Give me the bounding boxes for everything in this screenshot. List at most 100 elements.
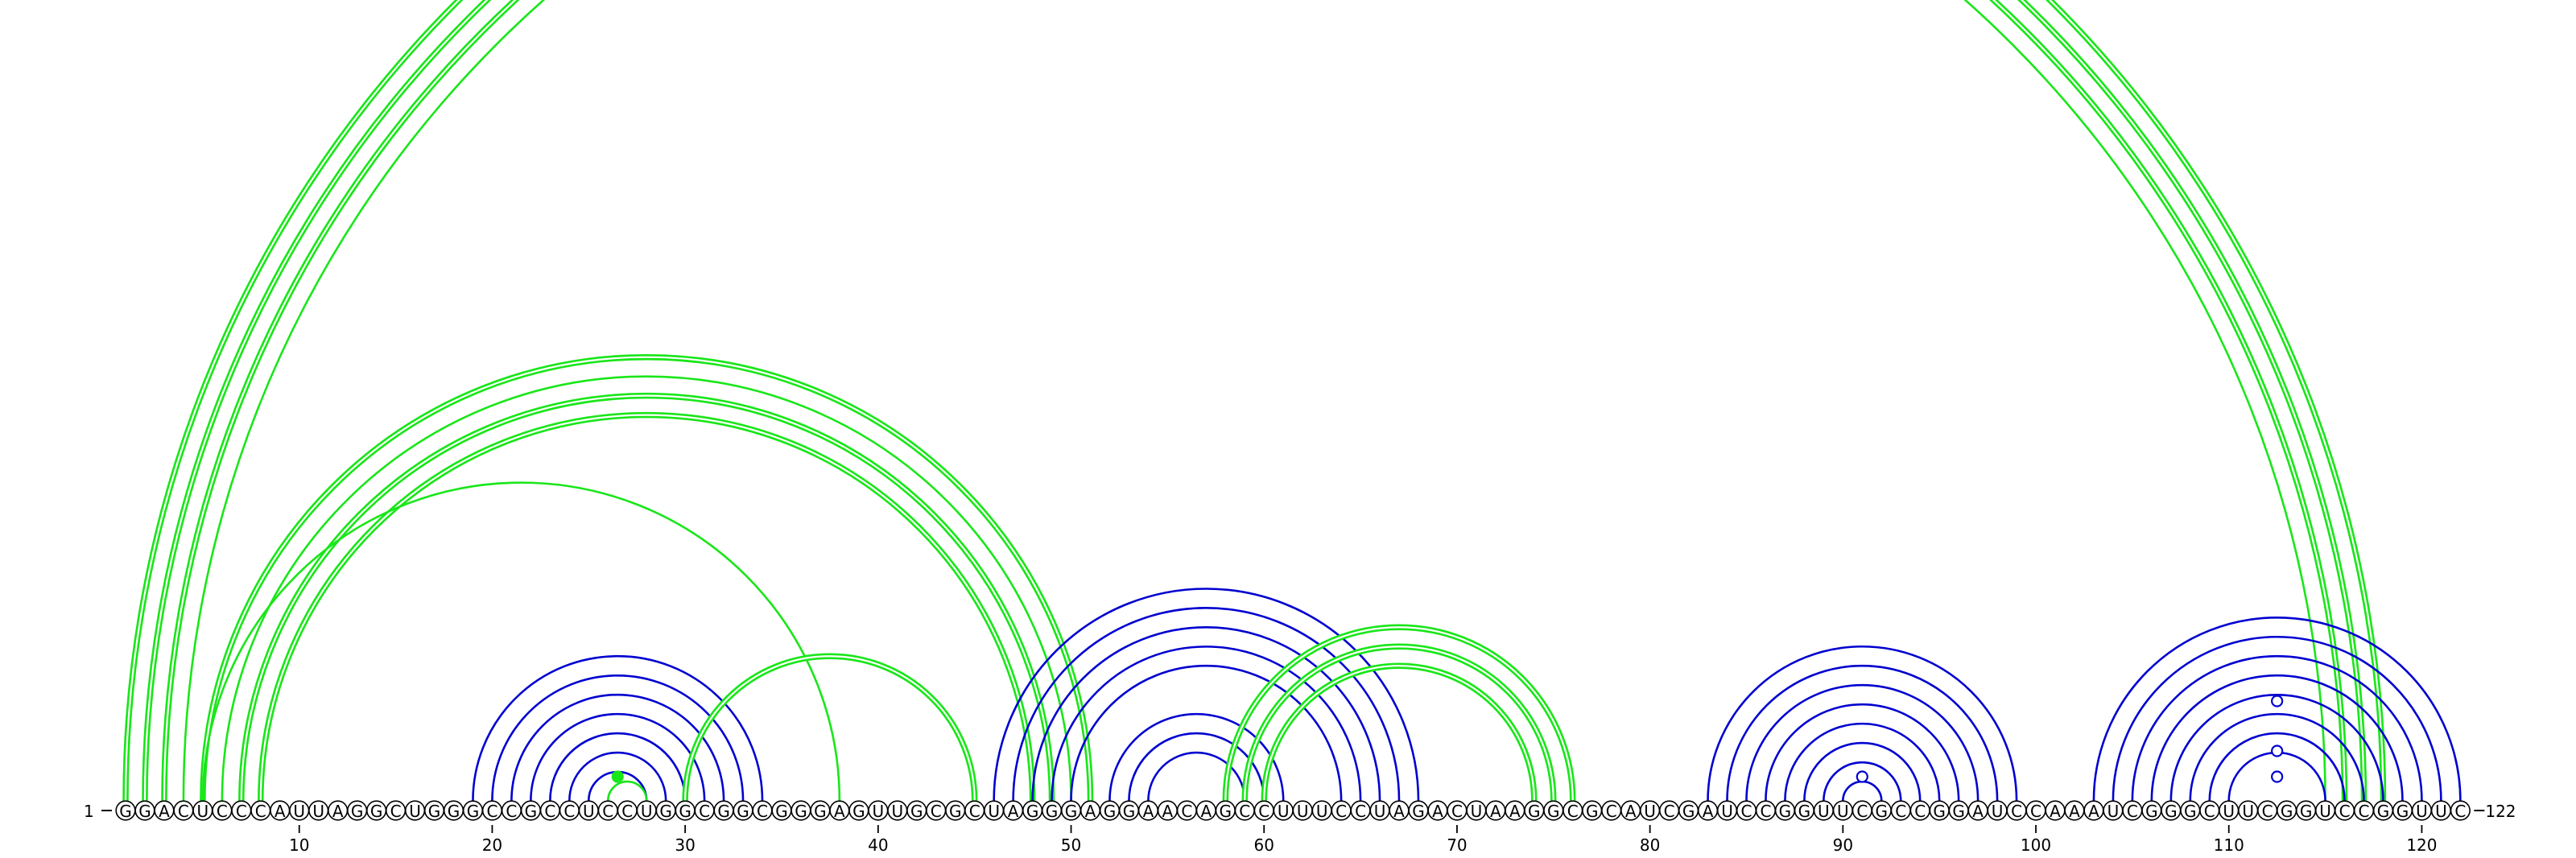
nucleotide-54-letter: A [1143, 802, 1154, 821]
nucleotide-111-letter: U [2242, 802, 2254, 821]
nucleotide-45: C [964, 800, 985, 821]
tick-label-20: 20 [482, 835, 502, 855]
nucleotide-44: G [945, 800, 966, 821]
nucleotide-26-letter: C [602, 802, 613, 821]
nucleotide-31: C [694, 800, 715, 821]
nucleotide-28: U [636, 800, 657, 821]
nucleotide-97-letter: A [1972, 802, 1984, 821]
nucleotide-16: U [404, 800, 426, 821]
nucleotide-61-letter: U [1278, 802, 1290, 821]
nucleotide-18-letter: G [448, 802, 460, 821]
arc-5-38 [201, 481, 841, 802]
nucleotide-24-letter: C [564, 802, 575, 821]
nucleotide-102-letter: A [2069, 802, 2080, 821]
nucleotide-118-letter: G [2377, 802, 2390, 821]
nucleotide-57: A [1195, 800, 1216, 821]
arc-48-66 [1031, 625, 1381, 802]
arc-60-74-gap [1263, 665, 1535, 802]
nucleotide-122-circle [2450, 800, 2471, 821]
nucleotide-69-letter: A [1432, 802, 1443, 821]
nucleotide-4: C [173, 800, 194, 821]
arc-109-116 [2208, 732, 2346, 802]
arc-30-45-outer [682, 653, 978, 802]
nucleotide-122-letter: C [2454, 802, 2466, 821]
nucleotide-41-letter: U [891, 802, 903, 821]
arc-7-49-gap [240, 394, 1053, 802]
arc-87-95 [1784, 722, 1941, 802]
nucleotide-90-letter: U [1837, 802, 1849, 821]
nucleotide-24: C [559, 800, 580, 821]
tick-label-90: 90 [1833, 835, 1853, 855]
nucleotide-39: G [848, 800, 869, 821]
nucleotide-75-letter: G [1547, 802, 1560, 821]
nucleotide-7: C [231, 800, 252, 821]
nucleotide-64-letter: C [1335, 802, 1347, 821]
nucleotide-30-letter: G [679, 802, 691, 821]
nucleotide-101-letter: A [2050, 802, 2061, 821]
nucleotide-43: C [926, 800, 947, 821]
nucleotide-5-letter: U [197, 802, 209, 821]
nucleotide-115-letter: U [2319, 802, 2331, 821]
nucleotide-63: U [1311, 800, 1332, 821]
nucleotide-47-letter: A [1008, 802, 1019, 821]
nucleotide-114-letter: G [2300, 802, 2313, 821]
nucleotide-55-letter: A [1162, 802, 1174, 821]
nucleotide-6: C [212, 800, 233, 821]
arc-85-97 [1745, 683, 1979, 802]
nucleotide-59: C [1234, 800, 1255, 821]
nucleotide-13-letter: G [351, 802, 364, 821]
nucleotide-91-letter: C [1856, 802, 1868, 821]
nucleotide-101: A [2045, 800, 2066, 821]
nucleotide-65: C [1350, 800, 1371, 821]
arc-58-76-gap [1224, 626, 1574, 802]
nucleotide-22: G [520, 800, 541, 821]
nucleotide-78: C [1601, 800, 1622, 821]
nucleotide-32: G [713, 800, 734, 821]
nucleotide-52: G [1099, 800, 1121, 821]
arc-106-119 [2150, 674, 2404, 802]
nucleotide-20-letter: C [486, 802, 497, 821]
nucleotide-103: A [2083, 800, 2104, 821]
nucleotide-9-letter: A [275, 802, 286, 821]
nucleotide-91: C [1852, 800, 1872, 821]
nucleotide-42: G [906, 800, 927, 821]
nucleotide-88-letter: G [1798, 802, 1811, 821]
nucleotide-67-letter: A [1393, 802, 1405, 821]
nucleotide-38: A [829, 800, 850, 821]
nucleotide-105-letter: C [2127, 802, 2138, 821]
nucleotide-94: C [1909, 800, 1930, 821]
nucleotide-74: G [1524, 800, 1545, 821]
nucleotide-96-letter: G [1952, 802, 1965, 821]
nucleotide-50-letter: G [1065, 802, 1078, 821]
nucleotide-32-letter: G [717, 802, 730, 821]
nucleotide-106: G [2141, 800, 2162, 821]
nucleotide-34-letter: C [757, 802, 768, 821]
nucleotide-46: U [984, 800, 1005, 821]
nucleotide-39-letter: G [852, 802, 865, 821]
nucleotide-7-letter: C [236, 802, 247, 821]
nucleotide-68-letter: G [1412, 802, 1425, 821]
arc-24-29 [568, 751, 667, 802]
nucleotide-70-letter: C [1451, 802, 1463, 821]
nucleotide-33: G [733, 800, 753, 821]
nucleotide-69: A [1427, 800, 1448, 821]
nucleotide-46-letter: U [988, 802, 1000, 821]
arc-86-96 [1765, 703, 1960, 802]
nucleotide-110-letter: U [2223, 802, 2235, 821]
arc-103-122 [2092, 617, 2462, 802]
pair-marker-2 [2271, 770, 2284, 783]
nucleotide-96: G [1948, 800, 1969, 821]
nucleotide-120: U [2411, 800, 2433, 821]
nucleotide-37-letter: G [814, 802, 827, 821]
nucleotide-58: G [1215, 800, 1236, 821]
nucleotide-18: G [443, 800, 464, 821]
nucleotide-10-letter: U [293, 802, 305, 821]
nucleotide-71: U [1466, 800, 1487, 821]
nucleotide-19: G [462, 800, 484, 821]
nucleotide-16-letter: U [409, 802, 421, 821]
nucleotide-45-letter: C [969, 802, 980, 821]
arc-26-28 [606, 780, 648, 802]
nucleotide-54: A [1137, 800, 1159, 821]
nucleotide-8-letter: C [255, 802, 266, 821]
arc-105-120 [2131, 655, 2423, 802]
